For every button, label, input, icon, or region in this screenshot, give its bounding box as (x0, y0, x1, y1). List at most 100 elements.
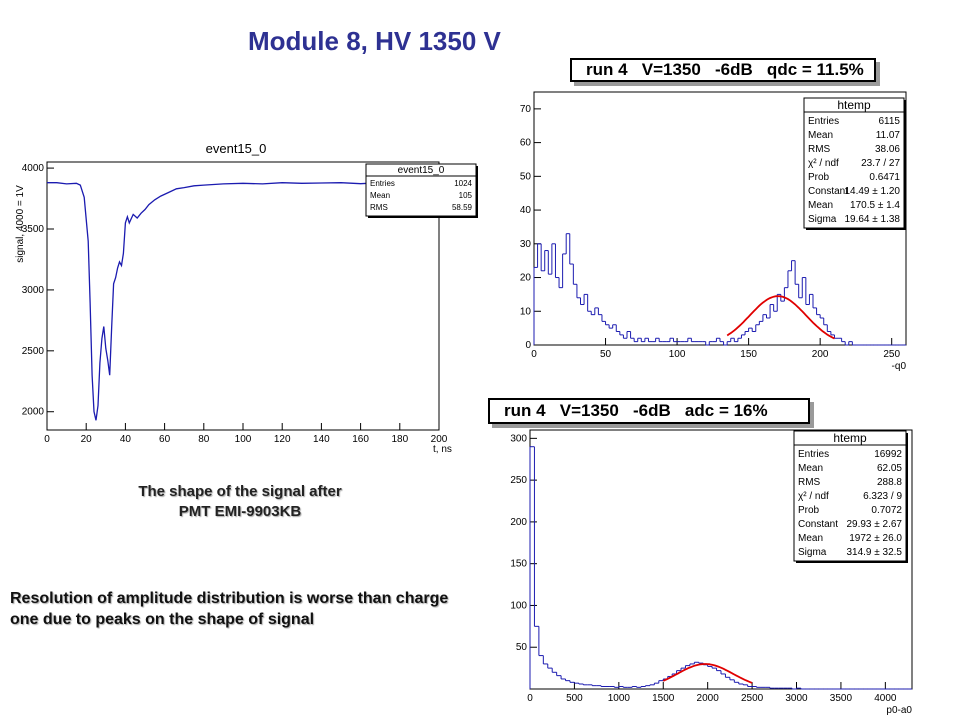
adc-stats-value: 0.7072 (871, 505, 902, 516)
signal-chart-title: event15_0 (206, 141, 267, 156)
qdc-run-label: run 4 V=1350 -6dB qdc = 11.5% (570, 58, 876, 82)
qdc-stats-label: Mean (808, 130, 833, 141)
signal-stats-title: event15_0 (398, 165, 445, 176)
adc-x-tick-label: 3500 (830, 693, 853, 704)
adc-x-tick-label: 1000 (608, 693, 631, 704)
adc-x-tick-label: 4000 (874, 693, 897, 704)
signal-y-axis-label: signal, 4000 = 1V (15, 185, 26, 263)
signal-y-tick-label: 3000 (22, 285, 45, 296)
qdc-stats-value: 6115 (878, 116, 900, 127)
adc-y-tick-label: 50 (516, 642, 528, 653)
signal-x-tick-label: 0 (44, 434, 50, 445)
adc-x-axis-label: p0-a0 (886, 705, 912, 716)
qdc-y-tick-label: 20 (520, 273, 532, 284)
adc-stats-value: 62.05 (877, 463, 902, 474)
adc-y-tick-label: 300 (510, 433, 527, 444)
signal-stats-value: 105 (459, 191, 473, 200)
signal-x-tick-label: 160 (352, 434, 369, 445)
qdc-x-tick-label: 100 (669, 349, 686, 360)
signal-stats-value: 58.59 (452, 203, 473, 212)
qdc-stats-label: Mean (808, 200, 833, 211)
signal-x-tick-label: 120 (274, 434, 291, 445)
adc-stats-label: Prob (798, 505, 820, 516)
qdc-stats-label: χ² / ndf (808, 158, 839, 169)
signal-y-tick-label: 3500 (22, 224, 45, 235)
qdc-histogram-chart: 0 50 100 150 200 250 0 10 20 30 40 50 60 70 -q0 htemp En… (520, 91, 907, 372)
adc-stats-label: χ² / ndf (798, 491, 829, 502)
qdc-stats-label: Sigma (808, 214, 837, 225)
signal-x-axis-label: t, ns (433, 444, 452, 455)
qdc-x-tick-label: 50 (600, 349, 612, 360)
adc-stats-value: 314.9 ± 32.5 (846, 547, 902, 558)
slide-title: Module 8, HV 1350 V (248, 26, 501, 56)
adc-stats-label: Mean (798, 463, 823, 474)
adc-stats-value: 16992 (874, 449, 902, 460)
signal-x-tick-label: 140 (313, 434, 330, 445)
qdc-x-tick-label: 0 (531, 349, 537, 360)
qdc-y-tick-label: 10 (520, 306, 532, 317)
qdc-gaussian-fit-line (726, 295, 835, 340)
qdc-y-tick-label: 30 (520, 239, 532, 250)
adc-gaussian-fit-line (662, 663, 753, 684)
qdc-stats-value: 14.49 ± 1.20 (844, 186, 900, 197)
signal-y-tick-label: 2000 (22, 407, 45, 418)
qdc-y-tick-label: 40 (520, 205, 532, 216)
qdc-y-tick-label: 50 (520, 171, 532, 182)
adc-stats-title: htemp (833, 431, 867, 445)
qdc-x-tick-label: 250 (883, 349, 900, 360)
qdc-stats-value: 11.07 (876, 130, 901, 141)
adc-x-tick-label: 0 (527, 693, 533, 704)
signal-waveform-line (47, 182, 439, 421)
adc-stats-value: 29.93 ± 2.67 (846, 519, 902, 530)
adc-x-tick-label: 1500 (652, 693, 675, 704)
signal-stats-box (365, 163, 477, 217)
qdc-stats-title: htemp (837, 98, 871, 112)
adc-stats-value: 6.323 / 9 (863, 491, 902, 502)
signal-x-tick-label: 180 (391, 434, 408, 445)
adc-stats-label: Constant (798, 519, 838, 530)
caption-line-1: The shape of the signal after (138, 483, 342, 500)
adc-x-tick-label: 3000 (785, 693, 808, 704)
qdc-x-tick-label: 200 (812, 349, 829, 360)
qdc-stats-value: 170.5 ± 1.4 (850, 200, 900, 211)
qdc-y-tick-label: 70 (520, 104, 532, 115)
adc-y-tick-label: 200 (510, 517, 527, 528)
signal-x-tick-label: 60 (159, 434, 171, 445)
signal-x-tick-label: 20 (81, 434, 93, 445)
qdc-stats-value: 19.64 ± 1.38 (844, 214, 900, 225)
signal-y-tick-label: 2500 (22, 346, 45, 357)
adc-histogram-chart: 0 500 1000 1500 2000 2500 3000 3500 4000 50 100 150… (510, 429, 913, 716)
signal-x-tick-label: 40 (120, 434, 132, 445)
adc-stats-value: 288.8 (877, 477, 902, 488)
qdc-x-axis-label: -q0 (892, 361, 907, 372)
adc-x-tick-label: 500 (566, 693, 583, 704)
signal-stats-label: RMS (370, 203, 388, 212)
signal-x-tick-label: 200 (431, 434, 448, 445)
adc-x-tick-label: 2500 (741, 693, 764, 704)
adc-x-tick-label: 2000 (697, 693, 720, 704)
signal-caption: The shape of the signal after PMT EMI-99… (60, 482, 420, 522)
adc-stats-label: Entries (798, 449, 829, 460)
adc-stats-label: RMS (798, 477, 821, 488)
qdc-stats-label: Constant (808, 186, 848, 197)
adc-y-tick-label: 150 (510, 559, 527, 570)
signal-stats-label: Entries (370, 179, 395, 188)
adc-stats-box (793, 430, 907, 562)
adc-run-label: run 4 V=1350 -6dB adc = 16% (488, 398, 810, 424)
qdc-stats-label: RMS (808, 144, 831, 155)
qdc-stats-box (803, 97, 905, 229)
adc-stats-label: Sigma (798, 547, 827, 558)
qdc-y-tick-label: 60 (520, 138, 532, 149)
qdc-stats-value: 38.06 (875, 144, 900, 155)
adc-y-tick-label: 250 (510, 475, 527, 486)
signal-stats-label: Mean (370, 191, 390, 200)
qdc-y-tick-label: 0 (525, 340, 531, 351)
signal-waveform-chart: 0 20 40 60 80 100 120 140 160 180 200 2000 2500 3000 3… (15, 141, 478, 455)
qdc-x-tick-label: 150 (740, 349, 757, 360)
adc-stats-value: 1972 ± 26.0 (849, 533, 902, 544)
adc-y-tick-label: 100 (510, 600, 527, 611)
signal-y-tick-label: 4000 (22, 163, 45, 174)
qdc-stats-label: Prob (808, 172, 830, 183)
adc-stats-label: Mean (798, 533, 823, 544)
qdc-stats-value: 0.6471 (869, 172, 900, 183)
